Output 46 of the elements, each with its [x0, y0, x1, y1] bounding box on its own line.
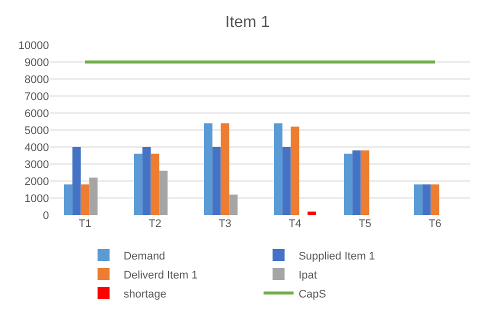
x-tick-label: T4 — [288, 218, 302, 230]
bar — [352, 150, 361, 215]
y-tick-label: 1000 — [24, 192, 49, 205]
legend-label: Ipat — [298, 269, 317, 282]
bar — [308, 212, 316, 215]
legend-label: Deliverd Item 1 — [124, 269, 198, 282]
chart-title: Item 1 — [225, 14, 270, 32]
x-tick-label: T1 — [78, 218, 92, 230]
y-tick-label: 4000 — [24, 142, 49, 154]
y-tick-label: 10000 — [18, 40, 49, 52]
bar — [414, 184, 422, 215]
y-tick-label: 3000 — [24, 158, 49, 171]
x-tick-label: T5 — [358, 218, 372, 230]
bar — [220, 123, 230, 215]
y-tick-label: 2000 — [24, 176, 49, 188]
y-tick-label: 8000 — [24, 74, 49, 86]
bar — [159, 170, 168, 215]
legend-label: Supplied Item 1 — [298, 250, 376, 262]
bar — [64, 184, 72, 215]
bar — [290, 126, 300, 215]
x-tick-label: T3 — [218, 218, 232, 230]
bar — [344, 154, 352, 215]
bar — [80, 184, 90, 215]
legend-label: shortage — [124, 288, 166, 300]
bar — [360, 150, 370, 215]
bar — [142, 147, 151, 215]
y-tick-label: 9000 — [24, 56, 49, 69]
bar — [422, 184, 431, 215]
x-tick-label: T6 — [428, 218, 442, 230]
bar — [150, 154, 160, 215]
legend-label: CapS — [298, 288, 326, 300]
y-tick-label: 7000 — [24, 90, 49, 103]
bar — [89, 178, 98, 215]
bar — [274, 123, 282, 215]
bar — [72, 147, 81, 215]
y-tick-label: 0 — [42, 210, 49, 222]
legend-label: Demand — [124, 250, 166, 262]
bar — [134, 154, 142, 215]
bar — [282, 147, 291, 215]
bar — [430, 184, 440, 215]
bar — [204, 123, 212, 215]
bar — [229, 194, 238, 215]
bar — [212, 147, 221, 215]
y-tick-label: 6000 — [24, 108, 49, 120]
y-tick-label: 5000 — [24, 124, 49, 137]
x-tick-label: T2 — [148, 218, 162, 230]
